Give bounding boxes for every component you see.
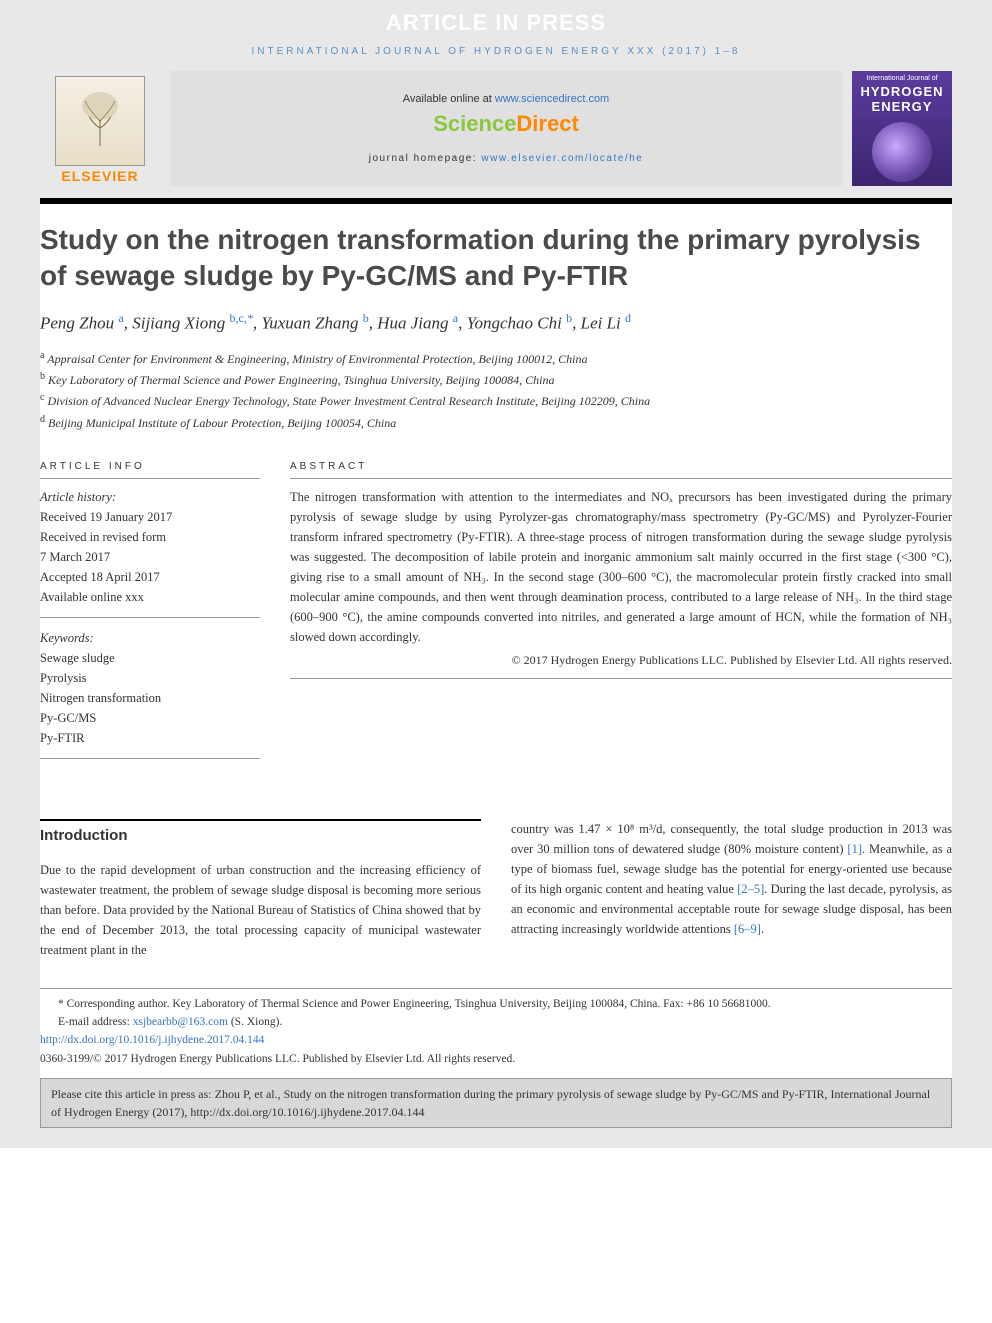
- email-label: E-mail address:: [58, 1016, 133, 1028]
- banner-text: ARTICLE IN PRESS: [386, 10, 606, 35]
- article-title: Study on the nitrogen transformation dur…: [40, 222, 952, 309]
- homepage-link[interactable]: www.elsevier.com/locate/he: [481, 153, 643, 164]
- abstract-column: ABSTRACT The nitrogen transformation wit…: [290, 461, 952, 769]
- cover-swirl-icon: [872, 122, 932, 182]
- journal-citation-line: INTERNATIONAL JOURNAL OF HYDROGEN ENERGY…: [40, 40, 952, 71]
- sciencedirect-link[interactable]: www.sciencedirect.com: [495, 93, 609, 105]
- affiliations-block: a Appraisal Center for Environment & Eng…: [40, 348, 952, 433]
- keywords-group: Keywords: Sewage sludgePyrolysisNitrogen…: [40, 628, 260, 759]
- issn-line: 0360-3199/© 2017 Hydrogen Energy Publica…: [40, 1050, 952, 1068]
- center-header: Available online at www.sciencedirect.co…: [170, 71, 842, 186]
- article-info-head: ARTICLE INFO: [40, 461, 260, 479]
- introduction-head: Introduction: [40, 819, 481, 844]
- col2-end: .: [761, 922, 764, 936]
- abstract-bottom-rule: [290, 678, 952, 679]
- body-col-left: Introduction Due to the rapid developmen…: [40, 819, 481, 960]
- abstract-text: The nitrogen transformation with attenti…: [290, 487, 952, 647]
- history-group: Article history: Received 19 January 201…: [40, 487, 260, 618]
- ref-link-3[interactable]: [6–9]: [734, 922, 761, 936]
- doi-link[interactable]: http://dx.doi.org/10.1016/j.ijhydene.201…: [40, 1034, 264, 1046]
- history-lines: Received 19 January 2017Received in revi…: [40, 510, 172, 604]
- keywords-lines: Sewage sludgePyrolysisNitrogen transform…: [40, 651, 161, 745]
- avail-prefix: Available online at: [403, 93, 495, 105]
- sd-direct: Direct: [516, 111, 578, 136]
- authors-line: Peng Zhou a, Sijiang Xiong b,c,*, Yuxuan…: [40, 309, 952, 336]
- content-area: Study on the nitrogen transformation dur…: [40, 204, 952, 1128]
- cover-main: HYDROGEN ENERGY: [856, 84, 948, 114]
- article-info-column: ARTICLE INFO Article history: Received 1…: [40, 461, 260, 769]
- body-col-right: country was 1.47 × 10⁸ m³/d, consequentl…: [511, 819, 952, 960]
- journal-cover: International Journal of HYDROGEN ENERGY: [852, 71, 952, 186]
- cover-top: International Journal of: [856, 75, 948, 82]
- article-in-press-banner: ARTICLE IN PRESS: [40, 0, 952, 40]
- keywords-label: Keywords:: [40, 631, 94, 645]
- abstract-copyright: © 2017 Hydrogen Energy Publications LLC.…: [290, 653, 952, 668]
- email-link[interactable]: xsjbearbb@163.com: [133, 1016, 228, 1028]
- email-suffix: (S. Xiong).: [228, 1016, 282, 1028]
- elsevier-label: ELSEVIER: [61, 168, 138, 184]
- info-abstract-row: ARTICLE INFO Article history: Received 1…: [40, 461, 952, 769]
- page-container: ARTICLE IN PRESS INTERNATIONAL JOURNAL O…: [0, 0, 992, 1148]
- email-line: E-mail address: xsjbearbb@163.com (S. Xi…: [40, 1013, 952, 1031]
- available-online-line: Available online at www.sciencedirect.co…: [403, 93, 609, 105]
- sciencedirect-logo: ScienceDirect: [433, 111, 579, 137]
- homepage-prefix: journal homepage:: [369, 153, 482, 164]
- sd-science: Science: [433, 111, 516, 136]
- corresponding-author: * Corresponding author. Key Laboratory o…: [40, 995, 952, 1013]
- ref-link-1[interactable]: [1]: [847, 842, 862, 856]
- history-label: Article history:: [40, 490, 116, 504]
- homepage-line: journal homepage: www.elsevier.com/locat…: [369, 153, 643, 164]
- footnotes-block: * Corresponding author. Key Laboratory o…: [40, 988, 952, 1069]
- cite-box: Please cite this article in press as: Zh…: [40, 1078, 952, 1128]
- publisher-logo-block: ELSEVIER: [40, 71, 160, 186]
- intro-text-right: country was 1.47 × 10⁸ m³/d, consequentl…: [511, 819, 952, 939]
- intro-text-left: Due to the rapid development of urban co…: [40, 860, 481, 960]
- abstract-head: ABSTRACT: [290, 461, 952, 479]
- header-block: ELSEVIER Available online at www.science…: [40, 71, 952, 198]
- body-columns: Introduction Due to the rapid developmen…: [40, 819, 952, 960]
- elsevier-tree-icon: [55, 76, 145, 166]
- ref-link-2[interactable]: [2–5]: [737, 882, 764, 896]
